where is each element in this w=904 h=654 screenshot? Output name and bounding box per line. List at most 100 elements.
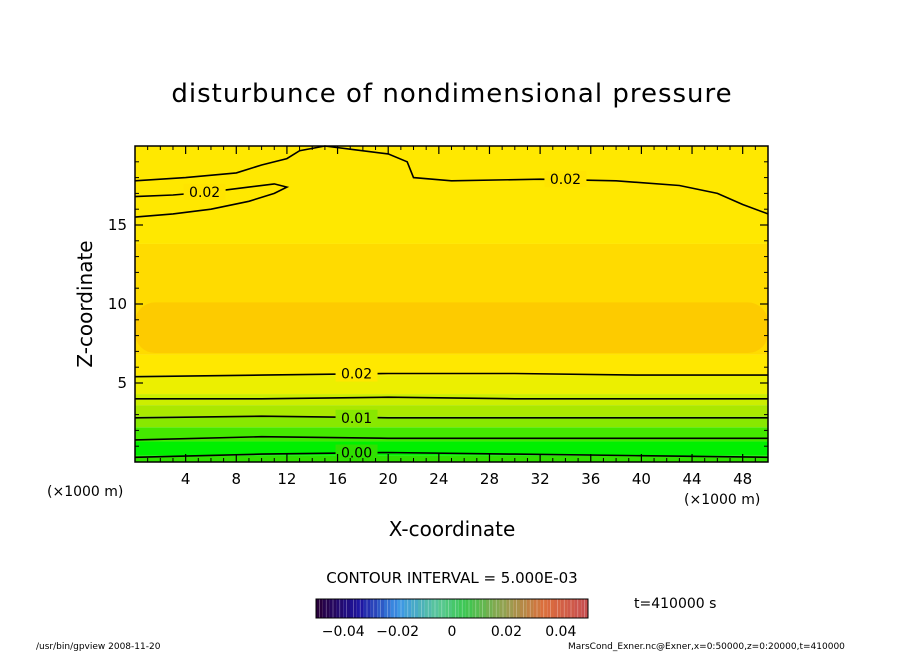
colorbar-segment bbox=[363, 599, 371, 618]
x-axis-label: X-coordinate bbox=[389, 517, 516, 541]
colorbar-segment bbox=[329, 599, 337, 618]
colorbar-segment bbox=[418, 599, 425, 618]
contour-line-3 bbox=[135, 396, 768, 400]
colorbar-segment bbox=[356, 599, 364, 618]
contour-label-4: 0.01 bbox=[341, 411, 372, 427]
colorbar-segment bbox=[486, 599, 493, 618]
colorbar-segment bbox=[499, 599, 507, 618]
contour-band-9 bbox=[135, 146, 768, 244]
contour-line-0 bbox=[134, 145, 769, 215]
colorbar-tick-label: 0 bbox=[448, 624, 457, 640]
contour-label-bg-6 bbox=[335, 444, 378, 461]
contour-band-5 bbox=[135, 394, 768, 406]
contour-label-6: 0.00 bbox=[341, 446, 372, 462]
contour-label-bg-4 bbox=[335, 409, 378, 426]
colorbar-segment bbox=[424, 599, 432, 618]
colorbar-segment bbox=[350, 599, 357, 618]
colorbar-segment bbox=[404, 599, 412, 618]
contour-band-4 bbox=[135, 405, 768, 417]
y-tick-label: 10 bbox=[108, 295, 127, 313]
colorbar-segment bbox=[465, 599, 473, 618]
x-tick-label: 48 bbox=[733, 470, 752, 488]
x-tick-label: 40 bbox=[632, 470, 651, 488]
colorbar-segment bbox=[554, 599, 561, 618]
colorbar-tick-label: 0.02 bbox=[491, 624, 522, 640]
colorbar-segment bbox=[411, 599, 418, 618]
contour-band-6 bbox=[135, 375, 768, 395]
x-tick-label: 32 bbox=[531, 470, 550, 488]
contour-line-5 bbox=[134, 435, 768, 441]
footer-left: /usr/bin/gpview 2008-11-20 bbox=[36, 642, 161, 652]
contour-line-4 bbox=[134, 415, 768, 419]
time-label: t=410000 s bbox=[634, 596, 716, 612]
colorbar-segment bbox=[520, 599, 527, 618]
colorbar-segment bbox=[526, 599, 534, 618]
chart-title: disturbunce of nondimensional pressure bbox=[171, 79, 732, 109]
contour-line-2 bbox=[134, 372, 768, 378]
colorbar-tick-label: 0.04 bbox=[545, 624, 576, 640]
x-tick-label: 16 bbox=[328, 470, 347, 488]
colorbar-segment bbox=[506, 599, 514, 618]
colorbar-tick-label: −0.02 bbox=[376, 624, 419, 640]
contour-label-bg-0 bbox=[544, 171, 587, 188]
colorbar-tick-label: −0.04 bbox=[322, 624, 365, 640]
colorbar-segment bbox=[431, 599, 439, 618]
x-tick-label: 4 bbox=[181, 470, 191, 488]
x-tick-label: 28 bbox=[480, 470, 499, 488]
contour-label-0: 0.02 bbox=[550, 172, 581, 188]
colorbar-segment bbox=[438, 599, 446, 618]
colorbar-segment bbox=[336, 599, 344, 618]
x-tick-label: 24 bbox=[429, 470, 448, 488]
colorbar-segment bbox=[370, 599, 378, 618]
colorbar-segment bbox=[492, 599, 500, 618]
colorbar-segment bbox=[343, 599, 350, 618]
colorbar-segment bbox=[472, 599, 480, 618]
contour-interval-label: CONTOUR INTERVAL = 5.000E-03 bbox=[326, 569, 577, 587]
colorbar-segment bbox=[547, 599, 554, 618]
x-tick-label: 12 bbox=[277, 470, 296, 488]
x-tick-label: 8 bbox=[232, 470, 242, 488]
contour-label-2: 0.02 bbox=[341, 367, 372, 383]
contour-label-bg-1 bbox=[183, 183, 226, 200]
y-tick-label: 5 bbox=[117, 374, 127, 392]
contour-label-bg-2 bbox=[335, 365, 378, 382]
x-tick-label: 20 bbox=[379, 470, 398, 488]
x-tick-label: 36 bbox=[581, 470, 600, 488]
colorbar-segment bbox=[316, 599, 323, 618]
colorbar-segment bbox=[540, 599, 548, 618]
x-axis-unit-right: (×1000 m) bbox=[684, 492, 760, 508]
contour-line-6 bbox=[134, 451, 769, 459]
footer-right: MarsCond_Exner.nc@Exner,x=0:50000,z=0:20… bbox=[568, 642, 845, 652]
x-tick-label: 44 bbox=[682, 470, 701, 488]
contour-band-2 bbox=[135, 427, 768, 442]
contour-lines: 0.02 0.02 0.02 0.01 0.00 bbox=[134, 145, 769, 462]
y-tick-label: 15 bbox=[108, 216, 127, 234]
colorbar-segment bbox=[397, 599, 405, 618]
pressure-core-region bbox=[135, 302, 768, 353]
colorbar: −0.04 −0.02 0 0.02 0.04 bbox=[315, 598, 589, 640]
colorbar-segment bbox=[581, 599, 588, 618]
colorbar-segment bbox=[377, 599, 384, 618]
colorbar-segment bbox=[452, 599, 459, 618]
colorbar-segment bbox=[384, 599, 391, 618]
contour-band-7 bbox=[135, 354, 768, 376]
contour-band-3 bbox=[135, 416, 768, 428]
colorbar-segment bbox=[574, 599, 582, 618]
colorbar-segment bbox=[390, 599, 398, 618]
colorbar-segment bbox=[322, 599, 330, 618]
colorbar-segment bbox=[479, 599, 486, 618]
colorbar-frame bbox=[315, 598, 589, 619]
colorbar-segment bbox=[445, 599, 452, 618]
colorbar-segment bbox=[513, 599, 520, 618]
contour-label-1: 0.02 bbox=[189, 185, 220, 201]
y-axis-label: Z-coordinate bbox=[73, 240, 97, 367]
colorbar-segment bbox=[458, 599, 466, 618]
x-axis-unit-left: (×1000 m) bbox=[47, 484, 123, 500]
contour-band-1 bbox=[135, 441, 768, 456]
colorbar-segment bbox=[533, 599, 541, 618]
plot-area bbox=[135, 146, 768, 462]
colorbar-segment bbox=[560, 599, 568, 618]
colorbar-segment bbox=[567, 599, 575, 618]
